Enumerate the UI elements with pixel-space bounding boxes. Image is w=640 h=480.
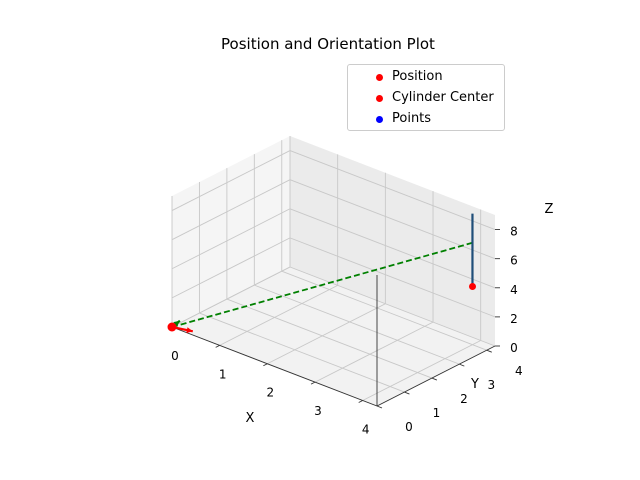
- y-tick-label: 3: [487, 378, 495, 392]
- scatter-point-position: [167, 322, 177, 332]
- y-tick-label: 0: [405, 420, 413, 434]
- y-tick-label: 4: [515, 364, 523, 378]
- grid-z-back: [289, 208, 496, 289]
- y-tick-mark: [431, 377, 438, 381]
- orientation-arrowhead-1: [173, 320, 180, 327]
- z-tick-label: 8: [510, 225, 518, 239]
- z-tick-label: 6: [510, 254, 518, 268]
- grid-z-left: [171, 179, 291, 241]
- grid-y-floor: [199, 312, 405, 393]
- grid-x-floor: [219, 284, 338, 346]
- y-tick-label: 1: [433, 406, 441, 420]
- chart-title: Position and Orientation Plot: [221, 35, 435, 53]
- x-tick-mark: [263, 363, 268, 367]
- grid-z-back: [289, 237, 496, 318]
- orientation-arrowhead-0: [186, 327, 193, 333]
- legend: Position Cylinder Center Points: [347, 64, 505, 131]
- y-tick-mark: [459, 363, 465, 367]
- z-tick-label: 4: [510, 283, 518, 297]
- y-tick-mark: [376, 405, 383, 409]
- z-tick-label: 2: [510, 312, 518, 326]
- x-tick-label: 1: [219, 367, 227, 381]
- axis-lines: [167, 229, 500, 409]
- grid-x-floor: [267, 303, 386, 365]
- grid-z-left: [171, 266, 291, 328]
- data-marks: [167, 213, 476, 333]
- y-axis-line: [376, 345, 496, 407]
- x-tick-label: 4: [362, 423, 370, 437]
- x-tick-mark: [215, 344, 220, 348]
- grid-z-left: [171, 150, 291, 211]
- legend-label-position: Position: [392, 69, 443, 84]
- x-axis-label: X: [246, 411, 255, 426]
- dashed-line: [171, 241, 473, 328]
- x-tick-mark: [358, 400, 363, 403]
- x-tick-label: 2: [266, 386, 274, 400]
- axis-panes: [172, 136, 495, 406]
- z-axis-label: Z: [545, 202, 554, 217]
- back-wall-pane: [290, 136, 495, 346]
- grid-z-back: [289, 266, 496, 347]
- grid-y-floor: [226, 298, 433, 379]
- tick-labels: 0 1 2 3 4 0 1 2 3 4 0 2 4 6 8: [171, 225, 522, 437]
- y-axis-label: Y: [470, 377, 479, 392]
- z-tick-label: 0: [510, 341, 518, 355]
- y-tick-label: 2: [460, 392, 468, 406]
- x-axis-line: [171, 326, 378, 407]
- legend-marker-cylinder-center: [376, 95, 383, 102]
- grid-z-left: [171, 208, 291, 270]
- scatter-point-cylinder-center: [469, 283, 476, 290]
- grid-x-floor: [314, 321, 434, 383]
- grid-z-left: [171, 237, 291, 299]
- x-tick-label: 3: [314, 404, 322, 418]
- legend-label-points: Points: [392, 111, 432, 126]
- grid-z-back: [289, 150, 496, 230]
- left-wall-pane: [172, 136, 290, 327]
- grid-x-floor: [362, 340, 481, 401]
- grid-y-floor: [281, 270, 487, 351]
- y-tick-mark: [486, 349, 492, 353]
- x-tick-mark: [310, 381, 316, 385]
- y-tick-mark: [404, 391, 410, 395]
- legend-marker-points: [376, 116, 383, 123]
- x-tick-label: 0: [171, 349, 179, 363]
- grid-y-floor: [254, 284, 460, 365]
- legend-marker-position: [376, 74, 383, 81]
- legend-label-cylinder-center: Cylinder Center: [392, 90, 494, 105]
